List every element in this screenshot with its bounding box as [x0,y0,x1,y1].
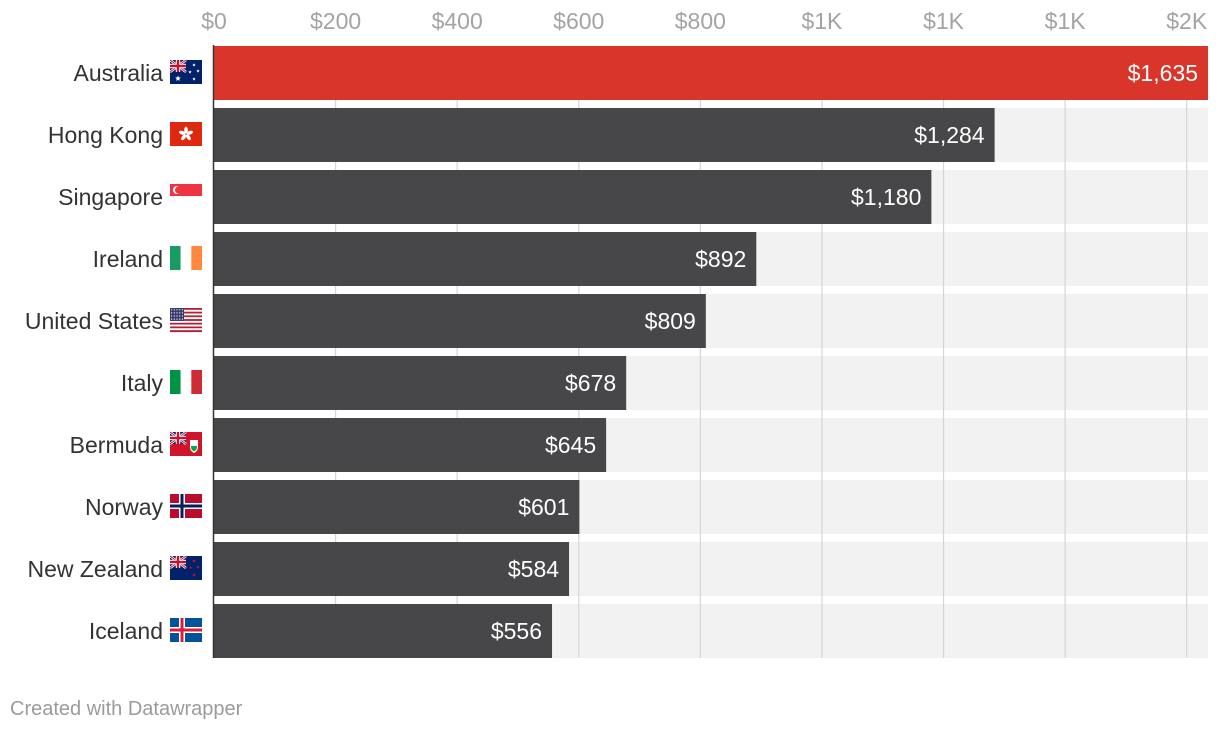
chart-canvas: $0 $200 $400 $600 $800 $1K $1K $1K $2K Australia… [25,8,1208,658]
x-tick-label: $800 [675,8,726,34]
category-label: Italy [121,370,164,396]
bar [214,170,932,224]
x-tick-label: $1K [801,8,843,34]
x-tick-label: $2K [1166,8,1208,34]
flag-iceland-icon [170,618,202,642]
category-label: Ireland [93,246,163,272]
bar [214,480,580,534]
bar [214,232,757,286]
bar-value-label: $601 [518,494,569,520]
x-tick-label: $1K [923,8,965,34]
x-tick-label: $200 [310,8,361,34]
flag-singapore-icon [170,184,202,208]
category-label: United States [25,308,163,334]
bar-value-label: $678 [565,370,616,396]
category-label: Norway [85,494,163,520]
bar-value-label: $1,284 [914,122,985,148]
bar [214,418,607,472]
value-labels: $1,635 $1,284 $1,180 $892 $809 $678 $645 $601 $5… [491,60,1198,644]
category-label: Bermuda [70,432,164,458]
bar-value-label: $1,180 [851,184,921,210]
flag-norway-icon [170,494,202,518]
flag-australia-icon [169,58,202,84]
bar [214,356,627,410]
category-label: Iceland [89,618,163,644]
category-labels: Australia Hong Kong Singapore Ireland United… [25,60,164,644]
bar [214,108,995,162]
bars [214,46,1208,658]
bar-value-label: $1,635 [1128,60,1198,86]
x-tick-label: $1K [1045,8,1087,34]
bar [214,294,706,348]
bar-value-label: $556 [491,618,542,644]
x-axis-ticks: $0 $200 $400 $600 $800 $1K $1K $1K $2K [201,8,1208,34]
x-tick-label: $600 [553,8,604,34]
bar-value-label: $584 [508,556,559,582]
bar-value-label: $809 [645,308,696,334]
flag-ireland-icon [170,246,202,270]
flag-italy-icon [170,370,202,394]
category-label: Hong Kong [48,122,163,148]
bar-value-label: $645 [545,432,596,458]
category-label: Singapore [58,184,163,210]
flag-united-states-icon [170,308,202,333]
category-label: Australia [74,60,164,86]
credit-text: Created with Datawrapper [10,698,243,720]
flags [169,58,202,642]
flag-bermuda-icon [169,430,202,456]
x-tick-label: $0 [201,8,227,34]
category-label: New Zealand [27,556,163,582]
flag-hong-kong-icon [170,122,202,146]
flag-new-zealand-icon [169,554,202,580]
x-tick-label: $400 [432,8,483,34]
bar [214,46,1208,100]
bar [214,604,553,658]
bar [214,542,570,596]
bar-value-label: $892 [695,246,746,272]
